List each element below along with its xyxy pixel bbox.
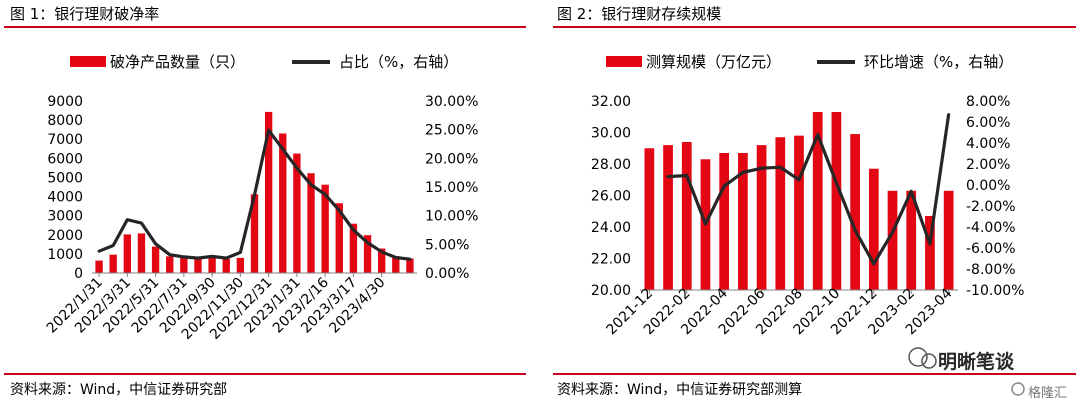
c2-right-tick-label: -4.00%: [966, 220, 1016, 236]
c2-bar: [775, 137, 786, 290]
c2-bar: [681, 141, 692, 290]
c1-right-tick-label: 25.00%: [425, 123, 478, 139]
c1-right-tick-label: 15.00%: [425, 180, 478, 196]
c1-left-tick-label: 7000: [47, 132, 83, 148]
right-panel-title: 图 2：银行理财存续规模: [557, 5, 722, 23]
c2-right-tick-label: 2.00%: [966, 157, 1010, 173]
c2-right-tick-label: -8.00%: [966, 262, 1016, 278]
c2-right-tick-label: -10.00%: [966, 283, 1024, 299]
c1-bar: [335, 203, 343, 273]
left-source-note: 资料来源：Wind，中信证券研究部: [10, 382, 228, 398]
c2-right-tick-label: 6.00%: [966, 115, 1010, 131]
c1-bar: [123, 234, 131, 273]
c2-bar: [831, 112, 842, 291]
c2-bar: [644, 148, 655, 290]
c2-left-tick-label: 26.00: [591, 189, 631, 205]
c1-left-tick-label: 0: [74, 266, 83, 282]
c1-bar: [307, 173, 315, 273]
c2-left-tick-label: 32.00: [591, 94, 631, 110]
c2-legend-bar-label: 测算规模（万亿元）: [646, 53, 781, 71]
c2-bar: [812, 112, 823, 291]
c1-legend-bar-label: 破净产品数量（只）: [110, 53, 245, 71]
c1-bar: [349, 223, 358, 273]
watermark-name: 明晰笔谈: [938, 351, 1015, 373]
c2-bar: [756, 145, 767, 290]
c2-legend-line-label: 环比增速（%，右轴）: [864, 53, 1013, 71]
c1-left-tick-label: 9000: [47, 94, 83, 110]
c1-bar: [222, 258, 230, 273]
c2-left-tick-label: 24.00: [591, 220, 631, 236]
left-panel-title: 图 1：银行理财破净率: [10, 5, 160, 23]
c1-bar: [378, 248, 386, 273]
c1-legend-bar-swatch: [70, 56, 106, 67]
c1-bar: [151, 246, 160, 273]
right-source-note: 资料来源：Wind，中信证券研究部测算: [557, 382, 803, 398]
c1-right-tick-label: 30.00%: [425, 94, 478, 110]
c2-bar: [943, 190, 954, 290]
watermark-logo: 格隆汇: [1028, 386, 1068, 401]
c2-left-tick-label: 30.00: [591, 126, 631, 142]
right-title-rule: [553, 26, 1076, 28]
c2-bar: [794, 135, 804, 290]
c1-bar: [236, 257, 245, 273]
c2-right-tick-label: -6.00%: [966, 241, 1016, 257]
c2-bar: [906, 190, 917, 290]
c2-bar: [719, 152, 730, 290]
c2-line-series: [666, 113, 951, 266]
c1-bar: [321, 184, 329, 273]
c1-bar: [166, 256, 174, 273]
c2-left-tick-label: 20.00: [591, 283, 631, 299]
c2-bar: [868, 168, 879, 290]
c1-left-tick-label: 6000: [47, 151, 83, 167]
c1-right-tick-label: 10.00%: [425, 209, 478, 225]
c1-bar: [392, 256, 400, 273]
c1-bar: [137, 233, 146, 273]
c1-bar: [180, 256, 188, 273]
c2-right-tick-label: 4.00%: [966, 136, 1010, 152]
c1-bar: [95, 260, 103, 273]
left-title-rule: [4, 26, 526, 28]
c1-bar: [264, 111, 273, 273]
c2-bar: [663, 145, 673, 290]
c2-bar: [887, 190, 898, 290]
c2-bar: [738, 152, 748, 290]
c1-left-tick-label: 8000: [47, 113, 83, 129]
c1-bar: [363, 235, 372, 273]
c1-bar: [250, 194, 259, 273]
c1-bar: [194, 258, 202, 273]
c1-legend-line-label: 占比（%，右轴）: [339, 53, 458, 71]
c1-bar: [208, 257, 216, 273]
c1-bar: [406, 258, 414, 273]
wechat-icon: [908, 347, 928, 367]
logo-g-icon: [1011, 382, 1025, 396]
c2-left-tick-label: 22.00: [591, 252, 631, 268]
c1-bar: [109, 254, 117, 273]
c2-legend-bar-swatch: [606, 56, 642, 67]
c2-left-tick-label: 28.00: [591, 157, 631, 173]
c1-right-tick-label: 5.00%: [425, 237, 469, 253]
c1-left-tick-label: 5000: [47, 170, 83, 186]
c1-left-tick-label: 4000: [47, 190, 83, 206]
c2-right-tick-label: 0.00%: [966, 178, 1010, 194]
c1-left-tick-label: 1000: [47, 247, 83, 263]
c1-bar: [279, 133, 287, 273]
c1-bar: [293, 153, 301, 273]
right-source-rule: [553, 373, 1076, 375]
c1-right-tick-label: 20.00%: [425, 151, 478, 167]
c2-bar: [850, 134, 860, 290]
c2-right-tick-label: -2.00%: [966, 199, 1016, 215]
wechat-icon-small: [921, 353, 937, 369]
c1-left-tick-label: 3000: [47, 209, 83, 225]
c2-right-tick-label: 8.00%: [966, 94, 1010, 110]
c2-bar: [925, 215, 935, 290]
c1-left-tick-label: 2000: [47, 228, 83, 244]
left-source-rule: [4, 373, 526, 375]
c1-right-tick-label: 0.00%: [425, 266, 469, 282]
